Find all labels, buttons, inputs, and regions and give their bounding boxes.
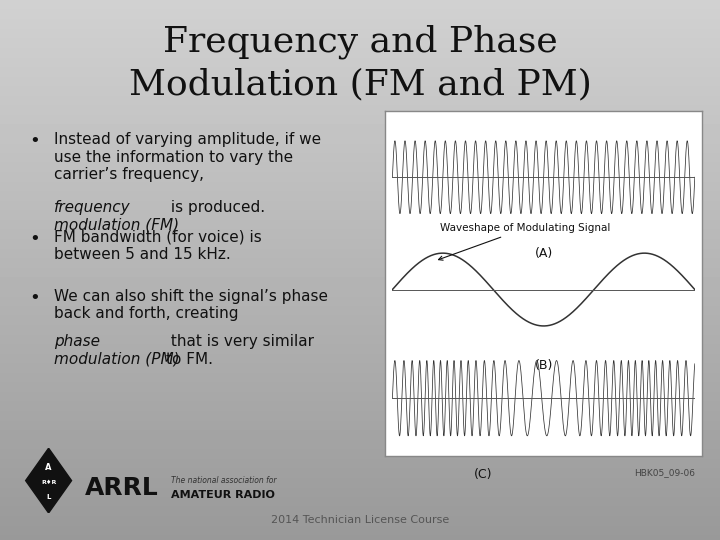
- Text: R♦R: R♦R: [41, 480, 56, 485]
- Text: HBK05_09-06: HBK05_09-06: [634, 468, 695, 477]
- Text: FM bandwidth (for voice) is
between 5 and 15 kHz.: FM bandwidth (for voice) is between 5 an…: [54, 230, 262, 262]
- Text: AMATEUR RADIO: AMATEUR RADIO: [171, 490, 275, 501]
- Text: Waveshape of Modulating Signal: Waveshape of Modulating Signal: [438, 224, 610, 260]
- Text: frequency
modulation (FM): frequency modulation (FM): [54, 200, 179, 233]
- Text: 2014 Technician License Course: 2014 Technician License Course: [271, 515, 449, 525]
- Text: We can also shift the signal’s phase
back and forth, creating: We can also shift the signal’s phase bac…: [54, 289, 328, 321]
- Text: that is very similar
to FM.: that is very similar to FM.: [166, 334, 314, 367]
- Text: •: •: [29, 289, 40, 307]
- Text: (A): (A): [534, 247, 553, 260]
- Text: ARRL: ARRL: [85, 476, 158, 500]
- Text: L: L: [46, 494, 51, 500]
- Text: The national association for: The national association for: [171, 476, 277, 485]
- Text: (C): (C): [474, 468, 492, 481]
- Polygon shape: [26, 448, 71, 513]
- Text: A: A: [45, 463, 52, 472]
- Text: Frequency and Phase: Frequency and Phase: [163, 24, 557, 59]
- Text: Instead of varying amplitude, if we
use the information to vary the
carrier’s fr: Instead of varying amplitude, if we use …: [54, 132, 321, 182]
- Text: •: •: [29, 132, 40, 150]
- Text: phase
modulation (PM): phase modulation (PM): [54, 334, 179, 367]
- Text: (B): (B): [534, 359, 553, 372]
- Text: Modulation (FM and PM): Modulation (FM and PM): [129, 68, 591, 102]
- Text: is produced.: is produced.: [166, 200, 265, 215]
- Text: •: •: [29, 230, 40, 247]
